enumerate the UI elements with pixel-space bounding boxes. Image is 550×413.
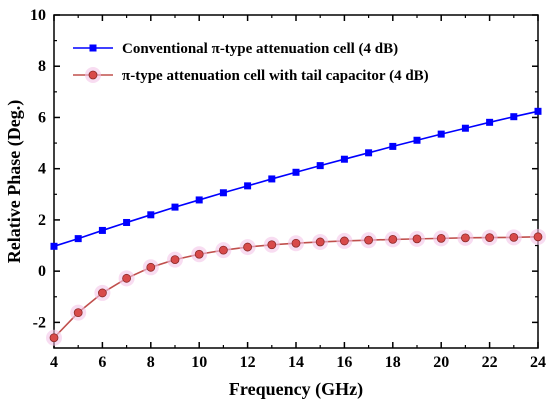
y-tick-label: 4 bbox=[38, 161, 46, 178]
series-1-point bbox=[486, 118, 494, 126]
series-2-point bbox=[49, 333, 59, 343]
series-2-point bbox=[485, 233, 495, 242]
series-2-point bbox=[267, 240, 277, 250]
series-2-point bbox=[364, 235, 374, 245]
series-1-point bbox=[244, 182, 252, 190]
series-2-point bbox=[388, 234, 398, 244]
series-2-point bbox=[170, 255, 180, 265]
legend-label: Conventional π-type attenuation cell (4 … bbox=[122, 41, 398, 57]
x-tick-label: 6 bbox=[98, 354, 106, 371]
series-1-point bbox=[292, 168, 300, 176]
series-1-point bbox=[123, 218, 131, 226]
series-2-point bbox=[315, 237, 325, 247]
x-tick-label: 10 bbox=[191, 354, 207, 371]
x-tick-label: 12 bbox=[240, 354, 256, 371]
x-tick-label: 4 bbox=[50, 354, 58, 371]
series-1-point bbox=[195, 196, 203, 204]
x-tick-label: 14 bbox=[288, 354, 304, 371]
y-tick-label: 6 bbox=[38, 109, 46, 126]
series-2-point bbox=[339, 236, 349, 246]
series-2-point bbox=[98, 288, 107, 298]
series-1-point bbox=[74, 235, 82, 243]
series-2-point bbox=[146, 262, 156, 272]
series-2-point bbox=[509, 232, 519, 242]
legend-marker-circle bbox=[88, 70, 98, 80]
plot-frame bbox=[53, 14, 539, 349]
series-1-point bbox=[316, 162, 324, 170]
series-1-point bbox=[147, 211, 155, 219]
x-axis-title: Frequency (GHz) bbox=[229, 379, 363, 400]
series-2-point bbox=[460, 233, 470, 243]
x-tick-label: 24 bbox=[530, 354, 546, 371]
series-2-point bbox=[412, 234, 422, 244]
series-1-point bbox=[50, 242, 58, 250]
series-2-point bbox=[194, 249, 204, 259]
series-2-point bbox=[243, 242, 253, 252]
series-1-point bbox=[461, 124, 469, 132]
series-1-point bbox=[365, 149, 373, 157]
series-2-point bbox=[218, 245, 228, 255]
legend-marker-square bbox=[89, 44, 97, 52]
y-tick-label: 0 bbox=[38, 263, 46, 280]
series-1-point bbox=[98, 226, 106, 234]
legend-item-1: Conventional π-type attenuation cell (4 … bbox=[73, 41, 398, 57]
legend: Conventional π-type attenuation cell (4 … bbox=[73, 41, 429, 84]
series-2-point bbox=[533, 232, 543, 242]
series-2 bbox=[46, 228, 546, 346]
series-1-point bbox=[219, 189, 227, 197]
legend-item-2: π-type attenuation cell with tail capaci… bbox=[73, 67, 429, 84]
series-layer bbox=[46, 107, 546, 346]
series-2-line bbox=[53, 236, 539, 339]
series-2-point bbox=[291, 238, 301, 248]
x-tick-label: 20 bbox=[433, 354, 449, 371]
series-1-point bbox=[171, 203, 179, 211]
series-1-point bbox=[340, 155, 348, 163]
series-1-point bbox=[510, 113, 518, 121]
x-tick-label: 8 bbox=[147, 354, 155, 371]
series-2-point bbox=[436, 233, 446, 243]
series-1-point bbox=[268, 175, 276, 183]
legend-label: π-type attenuation cell with tail capaci… bbox=[122, 68, 429, 84]
y-axis-title: Relative Phase (Deg.) bbox=[4, 100, 25, 263]
series-1 bbox=[50, 107, 542, 250]
series-1-point bbox=[534, 107, 542, 115]
y-tick-label: 2 bbox=[38, 212, 46, 229]
y-tick-label: 10 bbox=[30, 7, 46, 24]
y-tick-label: -2 bbox=[33, 314, 46, 331]
y-tick-label: 8 bbox=[38, 58, 46, 75]
x-tick-label: 16 bbox=[336, 354, 352, 371]
x-tick-label: 18 bbox=[385, 354, 401, 371]
x-tick-label: 22 bbox=[482, 354, 498, 371]
series-2-point bbox=[122, 273, 131, 283]
series-2-point bbox=[73, 308, 83, 318]
series-1-point bbox=[389, 142, 397, 150]
series-1-point bbox=[413, 136, 421, 144]
series-1-point bbox=[437, 130, 445, 138]
